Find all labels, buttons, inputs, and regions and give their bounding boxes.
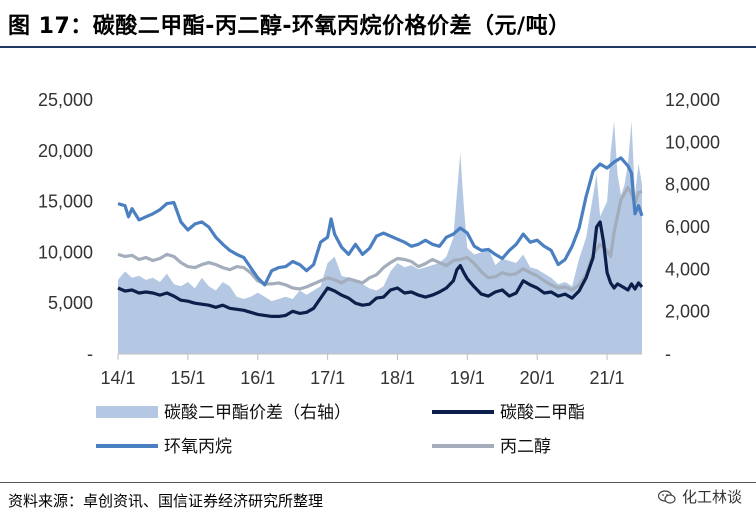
- legend-label: 碳酸二甲酯: [500, 403, 585, 423]
- line-series-group: [117, 156, 644, 318]
- axes: 14/1 15/1 16/1 17/1 18/1 19/1 20/1 21/1 - 5,000 10…: [38, 90, 720, 388]
- x-tick-label: 14/1: [100, 368, 135, 388]
- y-right-tick-label: 2,000: [665, 302, 710, 322]
- y-right-tick-label: 8,000: [665, 175, 710, 195]
- y-left-tick-label: 5,000: [48, 293, 93, 313]
- y-right-tick-label: 4,000: [665, 259, 710, 279]
- watermark-text: 化工林谈: [681, 488, 742, 506]
- legend-item: 环氧丙烷: [96, 437, 232, 457]
- y-left-tick-label: 25,000: [38, 90, 93, 110]
- y-left-tick-label: -: [87, 344, 93, 364]
- wechat-icon: [657, 489, 676, 504]
- x-tick-label: 15/1: [170, 368, 205, 388]
- x-tick-label: 20/1: [520, 368, 555, 388]
- propylene-oxide-line: [117, 156, 644, 287]
- title-bar: 图 17：碳酸二甲酯-丙二醇-环氧丙烷价格价差（元/吨）: [0, 0, 756, 46]
- title-rule: [0, 46, 756, 48]
- legend-item: 丙二醇: [432, 437, 551, 457]
- watermark: 化工林谈: [657, 486, 742, 507]
- spread-area: [118, 121, 642, 354]
- y-right-tick-label: 6,000: [665, 217, 710, 237]
- source-note: 资料来源：卓创资讯、国信证券经济研究所整理: [8, 492, 324, 510]
- chart-title: 图 17：碳酸二甲酯-丙二醇-环氧丙烷价格价差（元/吨）: [8, 14, 571, 39]
- legend-item: 碳酸二甲酯价差（右轴）: [96, 403, 351, 423]
- legend-label: 丙二醇: [500, 437, 551, 457]
- y-right-tick-label: 10,000: [665, 132, 720, 152]
- legend-item: 碳酸二甲酯: [432, 403, 585, 423]
- y-left-tick-label: 15,000: [38, 192, 93, 212]
- x-tick-label: 21/1: [590, 368, 625, 388]
- source-rule: [0, 482, 756, 483]
- propylene-glycol-line: [117, 185, 643, 292]
- x-tick-label: 18/1: [380, 368, 415, 388]
- y-left-tick-label: 10,000: [38, 242, 93, 262]
- y-right-tick-label: 12,000: [665, 90, 720, 110]
- legend-swatch: [96, 406, 158, 418]
- x-tick-label: 16/1: [240, 368, 275, 388]
- legend-label: 碳酸二甲酯价差（右轴）: [164, 403, 351, 423]
- x-tick-label: 17/1: [310, 368, 345, 388]
- spread-area-series: [118, 121, 642, 354]
- y-right-tick-label: -: [665, 344, 671, 364]
- chart: 14/1 15/1 16/1 17/1 18/1 19/1 20/1 21/1 - 5,000 10…: [38, 90, 720, 457]
- x-tick-label: 19/1: [450, 368, 485, 388]
- legend-label: 环氧丙烷: [164, 437, 232, 457]
- dmc-line: [117, 220, 644, 318]
- y-left-tick-label: 20,000: [38, 141, 93, 161]
